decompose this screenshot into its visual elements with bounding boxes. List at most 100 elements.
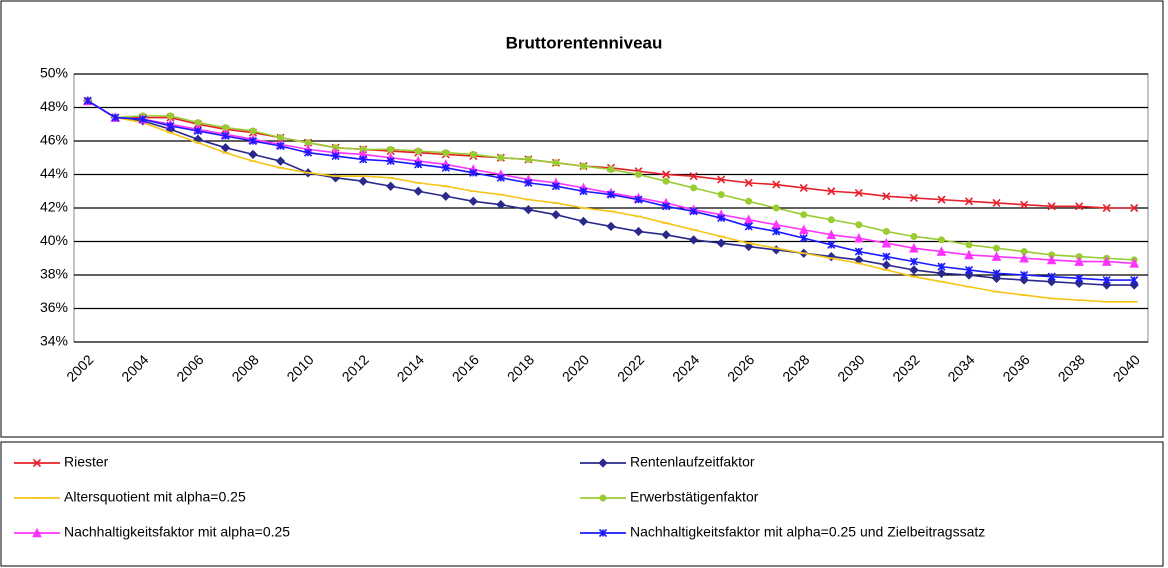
marker: [552, 159, 560, 167]
marker: [965, 241, 973, 249]
marker: [469, 168, 478, 177]
marker: [193, 126, 202, 136]
marker: [304, 148, 313, 157]
marker: [662, 170, 671, 179]
marker: [689, 172, 698, 181]
y-tick-label: 34%: [40, 333, 68, 349]
marker: [413, 186, 423, 196]
marker: [138, 115, 147, 124]
marker: [194, 119, 202, 127]
marker: [991, 251, 1002, 261]
marker: [358, 176, 368, 186]
marker: [414, 160, 423, 169]
marker: [991, 273, 1002, 283]
marker: [248, 136, 258, 146]
marker: [936, 246, 947, 256]
marker: [689, 207, 698, 216]
legend-label: Nachhaltigkeitsfaktor mit alpha=0.25 und…: [630, 524, 985, 540]
marker: [992, 269, 1001, 278]
marker: [688, 235, 699, 245]
marker: [909, 242, 919, 253]
marker: [496, 200, 506, 210]
marker: [717, 213, 726, 223]
marker: [1020, 248, 1028, 256]
marker: [166, 112, 174, 120]
y-tick-label: 46%: [40, 132, 68, 148]
marker: [882, 252, 891, 261]
marker: [386, 157, 395, 166]
marker: [579, 187, 588, 196]
marker: [83, 96, 92, 105]
marker: [1047, 272, 1056, 281]
marker: [635, 171, 643, 178]
marker: [661, 230, 671, 240]
marker: [827, 216, 835, 224]
y-tick-label: 40%: [40, 232, 68, 248]
marker: [441, 191, 451, 201]
marker: [1129, 280, 1139, 290]
marker: [1046, 277, 1057, 287]
marker: [304, 139, 312, 147]
marker: [249, 127, 257, 135]
marker: [551, 182, 560, 191]
marker: [32, 527, 42, 538]
marker: [881, 260, 892, 270]
marker: [1101, 256, 1112, 266]
marker: [964, 249, 974, 260]
marker: [1074, 256, 1084, 266]
marker: [854, 232, 864, 243]
marker: [634, 195, 643, 204]
marker: [744, 178, 753, 187]
marker: [524, 178, 533, 187]
marker: [1130, 275, 1139, 285]
marker: [910, 232, 918, 240]
marker: [882, 227, 890, 235]
marker: [277, 134, 285, 142]
marker: [800, 211, 808, 219]
marker: [1075, 274, 1084, 283]
y-tick-label: 44%: [40, 165, 68, 181]
marker: [936, 268, 947, 278]
marker: [606, 190, 616, 199]
marker: [221, 131, 230, 141]
marker: [909, 265, 919, 275]
marker: [745, 197, 753, 205]
marker: [276, 141, 285, 151]
marker: [854, 188, 863, 197]
marker: [497, 154, 505, 162]
marker: [496, 173, 505, 182]
legend-label: Altersquotient mit alpha=0.25: [64, 489, 246, 505]
marker: [937, 195, 946, 204]
marker: [578, 216, 589, 227]
marker: [551, 210, 561, 220]
marker: [221, 124, 229, 132]
marker: [442, 149, 450, 157]
marker: [716, 238, 726, 248]
marker: [1129, 257, 1140, 268]
marker: [964, 265, 974, 275]
marker: [1102, 280, 1112, 290]
marker: [826, 229, 837, 240]
marker: [1102, 203, 1111, 213]
marker: [827, 187, 836, 196]
marker: [772, 180, 781, 189]
marker: [772, 204, 780, 212]
marker: [964, 270, 974, 280]
marker: [744, 241, 754, 252]
marker: [662, 202, 671, 211]
marker: [937, 262, 946, 271]
marker: [909, 193, 918, 203]
y-tick-label: 50%: [40, 65, 68, 81]
marker: [717, 175, 726, 184]
y-tick-label: 42%: [40, 199, 68, 215]
marker: [799, 183, 808, 192]
marker: [937, 236, 945, 244]
marker: [469, 150, 477, 158]
marker: [690, 184, 698, 192]
marker: [881, 237, 892, 248]
marker: [331, 152, 340, 161]
marker: [414, 147, 422, 155]
marker: [599, 494, 607, 502]
marker: [523, 205, 534, 215]
